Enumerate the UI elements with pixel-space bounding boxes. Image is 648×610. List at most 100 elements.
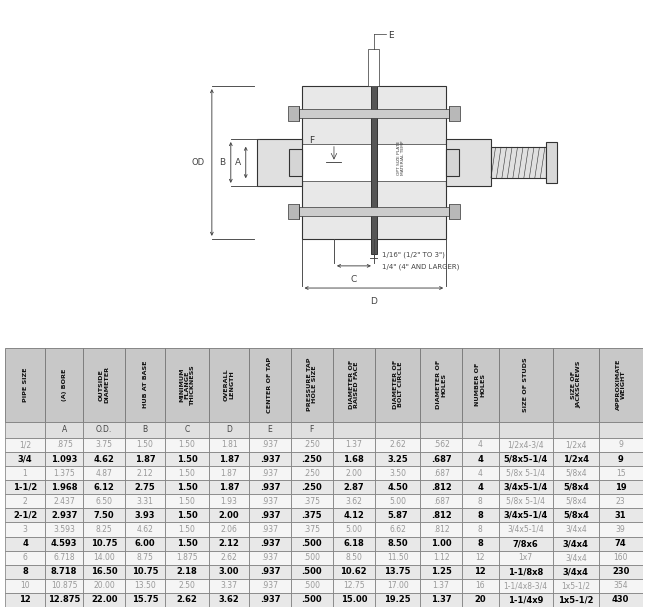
Bar: [421, 565, 461, 579]
Bar: [375, 522, 421, 537]
Text: 39: 39: [616, 525, 625, 534]
Text: 19.25: 19.25: [384, 595, 411, 605]
Text: .500: .500: [301, 595, 322, 605]
Text: 15: 15: [616, 468, 625, 478]
Bar: [333, 522, 375, 537]
Bar: [209, 551, 249, 565]
Bar: [45, 565, 83, 579]
Text: A: A: [62, 425, 67, 434]
Text: 16: 16: [475, 581, 485, 590]
Bar: [125, 593, 165, 607]
Bar: [83, 551, 125, 565]
Text: 9: 9: [618, 440, 623, 450]
Bar: [333, 466, 375, 480]
Bar: [45, 579, 83, 593]
Bar: [249, 579, 291, 593]
Text: 16.50: 16.50: [91, 567, 117, 576]
Bar: [301, 144, 446, 181]
Bar: [421, 551, 461, 565]
Text: 3.593: 3.593: [53, 525, 75, 534]
Text: 1.87: 1.87: [135, 454, 156, 464]
Bar: [461, 422, 498, 438]
Text: .500: .500: [303, 553, 320, 562]
Text: 6: 6: [23, 553, 27, 562]
Text: 8: 8: [477, 539, 483, 548]
Bar: [257, 139, 301, 186]
Bar: [45, 466, 83, 480]
Bar: [288, 204, 299, 219]
Text: 1.50: 1.50: [179, 468, 196, 478]
Bar: [125, 438, 165, 452]
Text: 1.12: 1.12: [433, 553, 449, 562]
Text: 2.12: 2.12: [137, 468, 154, 478]
Text: .937: .937: [261, 525, 279, 534]
Bar: [375, 438, 421, 452]
Text: PIPE SIZE: PIPE SIZE: [23, 367, 28, 402]
Bar: [5, 480, 45, 494]
Text: 1.50: 1.50: [177, 454, 198, 464]
Text: .562: .562: [433, 440, 450, 450]
Bar: [45, 551, 83, 565]
Text: OD: OD: [191, 158, 204, 167]
Text: 5/8x4: 5/8x4: [563, 483, 589, 492]
Bar: [5, 438, 45, 452]
Text: 5.00: 5.00: [389, 497, 406, 506]
Bar: [291, 508, 333, 522]
Bar: [333, 593, 375, 607]
Bar: [299, 207, 448, 216]
Bar: [498, 565, 553, 579]
Text: 31: 31: [615, 511, 627, 520]
Bar: [291, 522, 333, 537]
Text: E: E: [268, 425, 272, 434]
Bar: [165, 551, 209, 565]
Bar: [83, 348, 125, 422]
Text: .375: .375: [301, 511, 322, 520]
Bar: [553, 422, 599, 438]
Text: 2.62: 2.62: [177, 595, 198, 605]
Bar: [553, 565, 599, 579]
Text: 1: 1: [23, 468, 27, 478]
Text: .937: .937: [260, 539, 280, 548]
Text: B: B: [143, 425, 148, 434]
Text: 3/4x4: 3/4x4: [563, 539, 589, 548]
Text: .937: .937: [260, 483, 280, 492]
Text: 1/2: 1/2: [19, 440, 31, 450]
Bar: [301, 86, 374, 239]
Bar: [209, 565, 249, 579]
Bar: [553, 508, 599, 522]
Bar: [125, 537, 165, 551]
Bar: [291, 348, 333, 422]
Text: 1x7: 1x7: [518, 553, 533, 562]
Bar: [461, 537, 498, 551]
Text: DIAMETER OF
BOLT CIRCLE: DIAMETER OF BOLT CIRCLE: [393, 360, 402, 409]
Bar: [83, 452, 125, 466]
Bar: [165, 348, 209, 422]
Text: 2.937: 2.937: [51, 511, 77, 520]
Text: 13.75: 13.75: [384, 567, 411, 576]
Text: 13.50: 13.50: [134, 581, 156, 590]
Text: 12.75: 12.75: [343, 581, 365, 590]
Text: .812: .812: [433, 525, 449, 534]
Bar: [461, 565, 498, 579]
Bar: [125, 452, 165, 466]
Bar: [125, 565, 165, 579]
Text: 3/4: 3/4: [17, 454, 32, 464]
Bar: [461, 494, 498, 508]
Text: 1.50: 1.50: [179, 440, 196, 450]
Text: 8.50: 8.50: [345, 553, 362, 562]
Bar: [498, 579, 553, 593]
Text: 14.00: 14.00: [93, 553, 115, 562]
Bar: [249, 422, 291, 438]
Bar: [446, 149, 459, 176]
Bar: [421, 508, 461, 522]
Text: 1.37: 1.37: [431, 595, 452, 605]
Text: 2: 2: [23, 497, 27, 506]
Text: .937: .937: [260, 567, 280, 576]
Text: 2-1/2: 2-1/2: [13, 511, 37, 520]
Text: OVERALL
LENGTH: OVERALL LENGTH: [224, 368, 234, 401]
Text: 5/8x4: 5/8x4: [563, 511, 589, 520]
Bar: [83, 508, 125, 522]
Bar: [5, 466, 45, 480]
Text: 1-1/8x8: 1-1/8x8: [508, 567, 544, 576]
Bar: [83, 422, 125, 438]
